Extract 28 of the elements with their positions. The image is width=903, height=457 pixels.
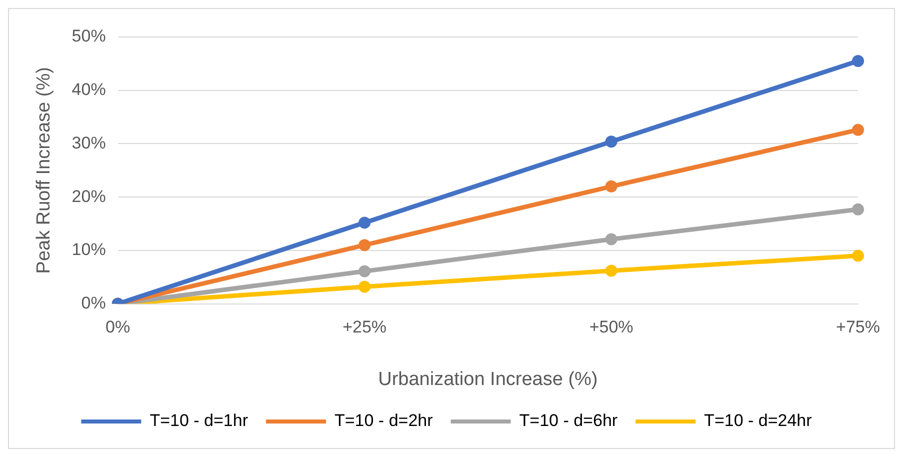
y-tick-label: 30% xyxy=(72,133,106,152)
y-tick-label: 50% xyxy=(72,26,106,46)
x-tick-label: 0% xyxy=(106,318,130,337)
point xyxy=(358,265,371,278)
legend-label: T=10 - d=6hr xyxy=(519,411,618,430)
point xyxy=(852,250,864,262)
y-axis-title: Peak Ruoff Increase (%) xyxy=(34,67,55,274)
point xyxy=(358,280,371,293)
point xyxy=(852,55,864,68)
x-tick-label: +50% xyxy=(589,318,634,337)
point xyxy=(852,124,864,136)
y-tick-label: 0% xyxy=(81,293,106,312)
point xyxy=(605,264,618,277)
point xyxy=(605,180,618,192)
y-tick-label: 40% xyxy=(72,80,106,100)
y-tick-label: 20% xyxy=(72,186,106,206)
point xyxy=(605,233,618,246)
legend-label: T=10 - d=24hr xyxy=(704,411,812,430)
point xyxy=(358,239,371,252)
x-tick-label: +75% xyxy=(836,318,880,337)
point xyxy=(358,216,371,229)
point xyxy=(852,203,864,216)
x-tick-label: +25% xyxy=(342,318,387,337)
x-axis-title: Urbanization Increase (%) xyxy=(378,368,598,390)
legend-label: T=10 - d=1hr xyxy=(150,411,248,430)
legend-label: T=10 - d=2hr xyxy=(334,411,434,430)
point xyxy=(605,136,618,148)
y-tick-label: 10% xyxy=(72,240,106,260)
